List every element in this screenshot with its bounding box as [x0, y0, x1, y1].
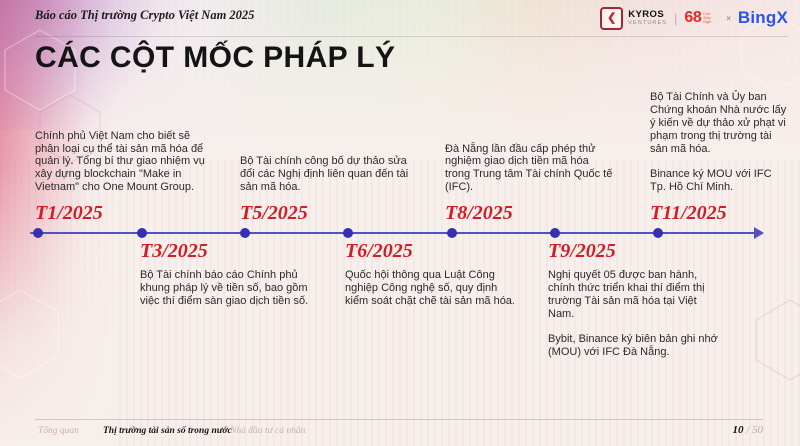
- kyros-ventures-logo: ❮ KYROS VENTURES: [600, 6, 668, 30]
- breadcrumb: Báo cáo Thị trường Crypto Việt Nam 2025: [35, 8, 255, 22]
- milestone-text: Bộ Tài chính báo cáo Chính phủ khung phá…: [140, 269, 309, 307]
- bingx-logo: BingX: [737, 8, 788, 27]
- timeline-dot-t6: [343, 228, 353, 238]
- timeline-dot-t1: [33, 228, 43, 238]
- milestone-text: Chính phủ Việt Nam cho biết sẽ phân loại…: [35, 129, 205, 194]
- timeline-dot-t9: [550, 228, 560, 238]
- coin68-number: 68: [684, 9, 702, 26]
- milestone-t8: Đà Nẵng lần đầu cấp phép thử nghiệm giao…: [445, 143, 613, 224]
- background-gradient-top-fade: [0, 0, 800, 160]
- milestone-text: Nghị quyết 05 được ban hành, chính thức …: [548, 269, 718, 359]
- milestone-date: T6/2025: [345, 240, 413, 262]
- milestone-t6: T6/2025 Quốc hội thông qua Luật Công ngh…: [345, 241, 517, 308]
- milestone-text: Bộ Tài chính công bố dự thảo sửa đổi các…: [240, 155, 409, 194]
- timeline-dot-t3: [137, 228, 147, 238]
- footer-nav-overview[interactable]: Tổng quan: [38, 426, 79, 436]
- kyros-name: KYROS: [628, 9, 665, 20]
- milestone-text: Quốc hội thông qua Luật Công nghiệp Công…: [345, 269, 515, 307]
- partnership-cross-icon: ×: [726, 13, 731, 23]
- timeline-arrow-icon: [754, 227, 764, 239]
- page-number: 10 / 50: [732, 424, 763, 436]
- coin68-logo: 68 Coin Sixty Eight: [684, 9, 719, 27]
- page-total: / 50: [746, 424, 763, 436]
- brand-logos: ❮ KYROS VENTURES | 68 Coin Sixty Eight × B…: [600, 6, 788, 30]
- milestone-t3: T3/2025 Bộ Tài chính báo cáo Chính phủ k…: [140, 241, 315, 308]
- header-divider: [35, 36, 788, 37]
- logo-separator: |: [674, 10, 678, 26]
- footer-nav-retail-investors[interactable]: Nhà đầu tư cá nhân: [230, 426, 306, 436]
- milestone-date: T5/2025: [240, 202, 308, 224]
- timeline-dot-t11: [653, 228, 663, 238]
- milestone-t11: Bộ Tài Chính và Ủy ban Chứng khoán Nhà n…: [650, 91, 790, 224]
- milestone-date: T11/2025: [650, 202, 727, 224]
- milestone-t1: Chính phủ Việt Nam cho biết sẽ phân loại…: [35, 130, 207, 224]
- page-title: CÁC CỘT MỐC PHÁP LÝ: [35, 41, 396, 74]
- milestone-t9: T9/2025 Nghị quyết 05 được ban hành, chí…: [548, 241, 726, 359]
- milestone-date: T9/2025: [548, 240, 616, 262]
- kyros-subtitle: VENTURES: [628, 19, 668, 26]
- milestone-text: Bộ Tài Chính và Ủy ban Chứng khoán Nhà n…: [650, 91, 787, 194]
- footer-divider: [35, 419, 763, 420]
- milestone-date: T1/2025: [35, 202, 103, 224]
- coin68-tagline: Coin Sixty Eight: [703, 11, 712, 24]
- timeline-line: [30, 232, 757, 234]
- milestone-date: T3/2025: [140, 240, 208, 262]
- milestone-text: Đà Nẵng lần đầu cấp phép thử nghiệm giao…: [445, 142, 613, 194]
- background-gradient-left-fade: [0, 0, 115, 446]
- background-gradient-corner: [0, 0, 220, 130]
- timeline-dot-t5: [240, 228, 250, 238]
- milestone-t5: Bộ Tài chính công bố dự thảo sửa đổi các…: [240, 155, 415, 224]
- footer-nav-domestic-digital-asset-market[interactable]: Thị trường tài sản số trong nước: [103, 426, 232, 436]
- milestone-date: T8/2025: [445, 202, 513, 224]
- page-current: 10: [732, 424, 744, 436]
- kyros-chevron-icon: ❮: [600, 6, 624, 30]
- timeline-dot-t8: [447, 228, 457, 238]
